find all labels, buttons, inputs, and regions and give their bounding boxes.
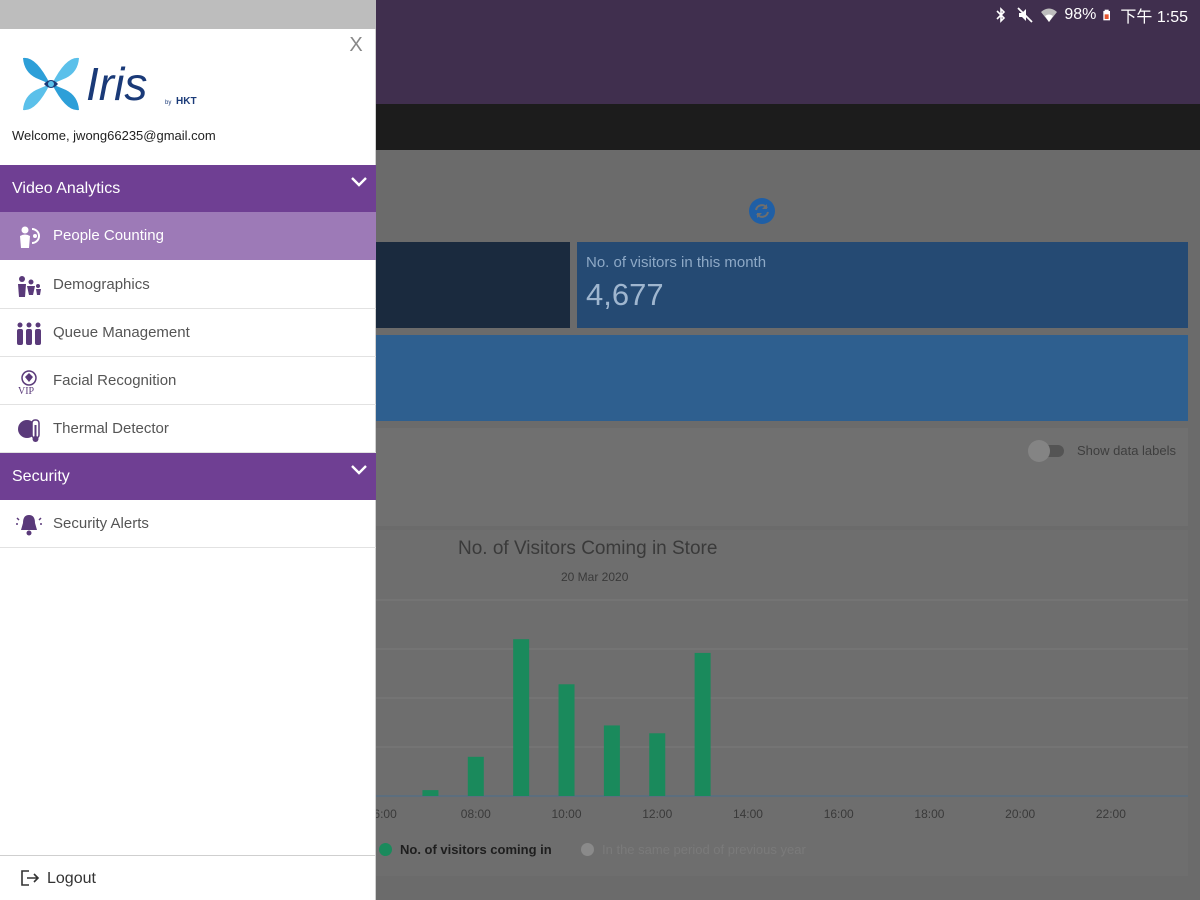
bar-12[interactable] [649, 733, 666, 796]
menu-item-label: Security Alerts [53, 515, 149, 532]
refresh-icon[interactable] [748, 197, 776, 225]
bar-11[interactable] [603, 725, 620, 796]
visitors-month-card: No. of visitors in this month 4,677 [577, 242, 1188, 328]
section-security[interactable]: Security [0, 453, 376, 500]
bar-7[interactable] [422, 790, 439, 796]
bell-icon [16, 515, 42, 536]
visitors-month-label: No. of visitors in this month [586, 254, 767, 271]
x-tick-label: 22:00 [1096, 807, 1126, 821]
x-tick-label: 12:00 [642, 807, 672, 821]
mute-icon [1017, 7, 1034, 23]
menu-item-label: Queue Management [53, 324, 190, 341]
battery-icon [1103, 9, 1111, 21]
section-video-analytics[interactable]: Video Analytics [0, 165, 376, 212]
svg-text:VIP: VIP [18, 386, 35, 395]
chart-subtitle: 20 Mar 2020 [561, 570, 629, 584]
people-counting-icon [20, 226, 40, 248]
battery-percent: 98% [1064, 6, 1097, 23]
menu-item-facial-recognition[interactable]: VIP Facial Recognition [0, 357, 376, 405]
menu-item-thermal-detector[interactable]: Thermal Detector [0, 405, 376, 453]
menu-item-people-counting[interactable]: People Counting [0, 212, 376, 260]
show-data-labels-toggle[interactable] [1028, 440, 1064, 462]
welcome-text: Welcome, jwong66235@gmail.com [12, 128, 216, 143]
bluetooth-icon [996, 7, 1006, 23]
chart-options-panel [376, 428, 1188, 526]
thermal-icon [18, 419, 40, 442]
logout-button[interactable]: Logout [0, 855, 376, 900]
x-tick-label: 6:00 [376, 807, 397, 821]
menu-item-demographics[interactable]: Demographics [0, 261, 376, 309]
bar-8[interactable] [467, 756, 484, 796]
legend-item-previous[interactable]: In the same period of previous year [581, 842, 806, 857]
iris-butterfly-mark [23, 57, 79, 111]
chart-title: No. of Visitors Coming in Store [458, 538, 718, 559]
clock: 下午 1:55 [1120, 9, 1188, 26]
logo-text: Iris [86, 58, 147, 110]
x-tick-label: 18:00 [914, 807, 944, 821]
logout-label: Logout [47, 870, 96, 887]
stats-card [376, 242, 570, 328]
x-tick-label: 16:00 [824, 807, 854, 821]
stats-card-wide [376, 335, 1188, 421]
legend-label-current: No. of visitors coming in [400, 842, 552, 857]
legend-dot-current [379, 843, 392, 856]
show-data-labels-label: Show data labels [1077, 443, 1177, 458]
legend-label-previous: In the same period of previous year [602, 842, 806, 857]
demographics-icon [18, 276, 41, 297]
iris-logo: Iris by HKT [23, 57, 197, 111]
close-icon[interactable]: X [349, 34, 363, 56]
wifi-icon [1041, 8, 1058, 22]
chevron-down-icon [351, 177, 367, 187]
status-bar: 98% 下午 1:55 [992, 4, 1188, 26]
menu-item-label: People Counting [53, 227, 164, 244]
menu-item-security-alerts[interactable]: Security Alerts [0, 500, 376, 548]
x-tick-label: 08:00 [461, 807, 491, 821]
section-title: Security [12, 467, 70, 485]
section-title: Video Analytics [12, 179, 121, 197]
navigation-drawer: X Iris by HKT Welcome, jwong66235@gmail.… [0, 0, 376, 900]
chart-panel [376, 530, 1188, 876]
logo-by: by [165, 100, 171, 106]
logout-icon [21, 870, 40, 886]
vip-face-icon: VIP [18, 370, 37, 395]
visitors-bar-chart: 6:00 08:00 10:00 12:00 14:00 16:00 18:00 20:00 2… [376, 599, 1188, 821]
toggle-knob [1028, 440, 1050, 462]
chevron-down-icon [351, 465, 367, 475]
bar-9[interactable] [513, 639, 530, 796]
queue-icon [17, 322, 41, 345]
bar-13[interactable] [694, 652, 711, 796]
menu-item-label: Facial Recognition [53, 372, 177, 389]
menu-item-label: Demographics [53, 276, 150, 293]
x-tick-label: 14:00 [733, 807, 763, 821]
drawer-status-band [0, 0, 376, 29]
x-tick-label: 10:00 [552, 807, 582, 821]
logo-hkt: HKT [176, 96, 197, 107]
bar-10[interactable] [558, 684, 575, 796]
menu-item-label: Thermal Detector [53, 420, 169, 437]
x-tick-label: 20:00 [1005, 807, 1035, 821]
legend-item-current[interactable]: No. of visitors coming in [379, 842, 552, 857]
menu-item-queue-management[interactable]: Queue Management [0, 309, 376, 357]
legend-dot-previous [581, 843, 594, 856]
visitors-month-value: 4,677 [586, 277, 664, 312]
